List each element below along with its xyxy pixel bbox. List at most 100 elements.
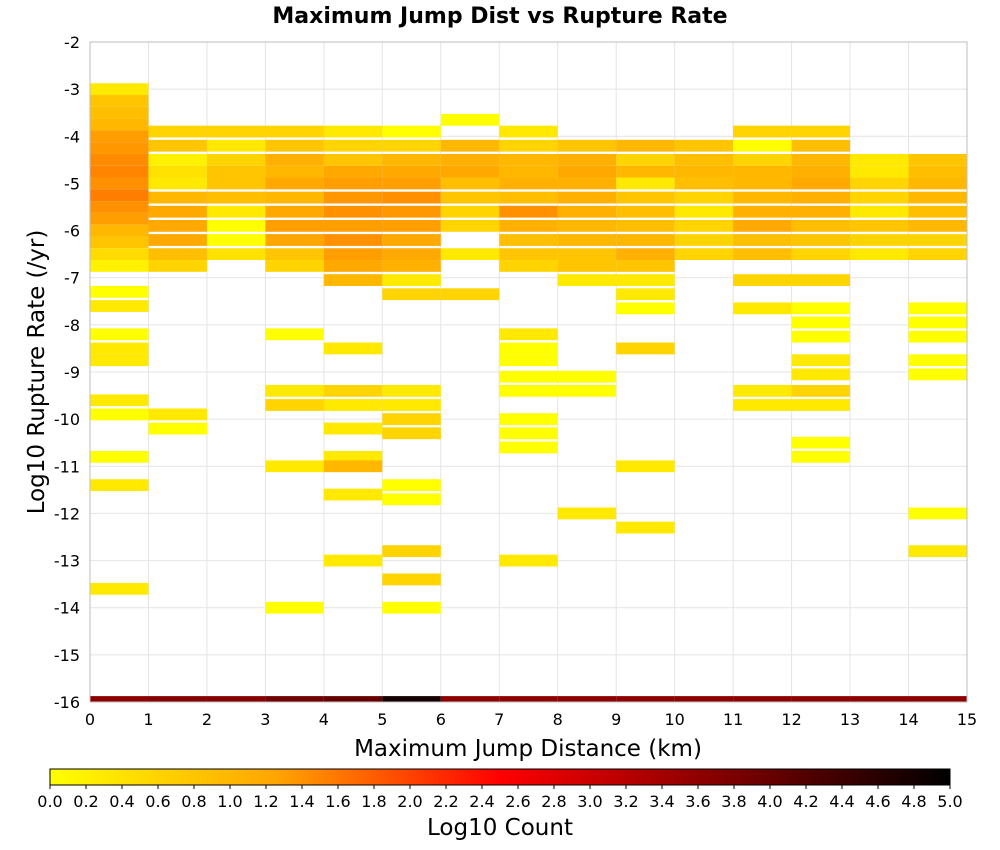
heatmap-cell — [90, 212, 149, 225]
heatmap-cell — [90, 142, 149, 154]
heatmap-cell — [499, 165, 558, 178]
heatmap-cell — [323, 554, 383, 567]
heatmap-cell — [440, 153, 500, 166]
colorbar-tick-label: 4.0 — [757, 792, 782, 811]
heatmap-cell — [791, 165, 851, 178]
x-tick-label: 9 — [611, 710, 621, 729]
heatmap-cell — [616, 165, 675, 178]
colorbar-tick-label: 4.6 — [865, 792, 890, 811]
heatmap-cell — [557, 274, 617, 286]
heatmap-cell — [557, 153, 617, 166]
heatmap-cell — [440, 248, 500, 261]
heatmap-cell — [908, 507, 967, 520]
heatmap-cell — [557, 165, 617, 178]
x-tick-label: 0 — [85, 710, 95, 729]
heatmap-cell — [791, 177, 851, 190]
heatmap-cell — [440, 113, 500, 126]
heatmap-cell — [499, 441, 558, 454]
heatmap-cell — [265, 248, 324, 261]
x-axis-label: Maximum Jump Distance (km) — [354, 736, 702, 762]
y-tick-label: -7 — [64, 269, 80, 288]
heatmap-cell — [499, 219, 558, 232]
heatmap-cell — [908, 177, 967, 190]
heatmap-cell — [382, 191, 441, 204]
heatmap-cell — [674, 219, 734, 232]
heatmap-cell — [90, 165, 149, 178]
heatmap-cell — [733, 205, 792, 218]
heatmap-cell — [265, 399, 324, 411]
y-tick-label: -10 — [54, 410, 80, 429]
heatmap-cell — [850, 219, 909, 232]
heatmap-cell — [791, 436, 851, 449]
heatmap-cell — [323, 422, 383, 435]
heatmap-cell — [265, 165, 324, 178]
heatmap-cell — [440, 165, 500, 178]
heatmap-cell — [557, 696, 617, 702]
heatmap-cell — [440, 219, 500, 232]
heatmap-cell — [265, 696, 324, 702]
heatmap-cell — [265, 460, 324, 473]
heatmap-cell — [557, 177, 617, 190]
x-axis-ticks: 0 1 2 3 4 5 6 7 8 9 10 11 12 13 14 15 — [85, 710, 977, 729]
heatmap-cell — [908, 368, 967, 381]
colorbar-tick-label: 3.2 — [613, 792, 638, 811]
heatmap-cell — [908, 696, 967, 702]
heatmap-cell — [616, 153, 675, 166]
heatmap-cell — [791, 302, 851, 315]
heatmap-cell — [323, 460, 383, 473]
heatmap-cell — [791, 234, 851, 246]
heatmap-cell — [499, 191, 558, 204]
heatmap-cell — [557, 507, 617, 520]
heatmap-cell — [908, 302, 967, 315]
heatmap-cell — [499, 205, 558, 218]
heatmap-cell — [90, 342, 149, 355]
heatmap-cell — [674, 205, 734, 218]
heatmap-cell — [148, 422, 207, 435]
heatmap-cell — [148, 177, 207, 190]
heatmap-cell — [323, 191, 383, 204]
heatmap-cell — [323, 139, 383, 152]
heatmap-cell — [733, 248, 792, 261]
heatmap-cell — [557, 234, 617, 246]
heatmap-cell — [90, 479, 149, 492]
colorbar-ticks: 0.0 0.2 0.4 0.6 0.8 1.0 1.2 1.4 1.6 1.8 2.0 2.2 2.4 2… — [37, 785, 963, 811]
y-tick-label: -15 — [54, 646, 80, 665]
y-tick-label: -9 — [64, 363, 80, 382]
heatmap-cell — [382, 601, 441, 614]
heatmap-cell — [323, 234, 383, 246]
heatmap-cell — [440, 288, 500, 301]
heatmap-cell — [850, 205, 909, 218]
colorbar-tick-label: 2.2 — [433, 792, 458, 811]
colorbar-tick-label: 1.2 — [253, 792, 278, 811]
heatmap-cell — [206, 191, 266, 204]
heatmap-cell — [382, 260, 441, 272]
heatmap-cell — [850, 153, 909, 166]
heatmap-cell — [499, 139, 558, 152]
heatmap-cell — [733, 274, 792, 286]
heatmap-cell — [616, 302, 675, 315]
heatmap-cell — [90, 582, 149, 595]
heatmap-cell — [733, 125, 792, 138]
colorbar-tick-label: 1.8 — [361, 792, 386, 811]
heatmap-cell — [850, 191, 909, 204]
heatmap-cell — [382, 205, 441, 218]
heatmap-cell — [90, 83, 149, 96]
chart-title: Maximum Jump Dist vs Rupture Rate — [272, 4, 727, 29]
heatmap-cell — [499, 427, 558, 440]
heatmap-cell — [323, 153, 383, 166]
heatmap-cell — [499, 342, 558, 355]
heatmap-cell — [148, 248, 207, 261]
heatmap-cell — [382, 384, 441, 397]
heatmap-cell — [791, 125, 851, 138]
heatmap-cell — [323, 384, 383, 397]
x-tick-label: 5 — [377, 710, 387, 729]
heatmap-cell — [265, 125, 324, 138]
heatmap-cell — [440, 205, 500, 218]
heatmap-cell — [733, 384, 792, 397]
heatmap-cell — [908, 354, 967, 367]
x-tick-label: 14 — [898, 710, 918, 729]
heatmap-cell — [791, 219, 851, 232]
heatmap-cell — [616, 177, 675, 190]
y-tick-label: -16 — [54, 693, 80, 712]
y-tick-label: -5 — [64, 174, 80, 193]
